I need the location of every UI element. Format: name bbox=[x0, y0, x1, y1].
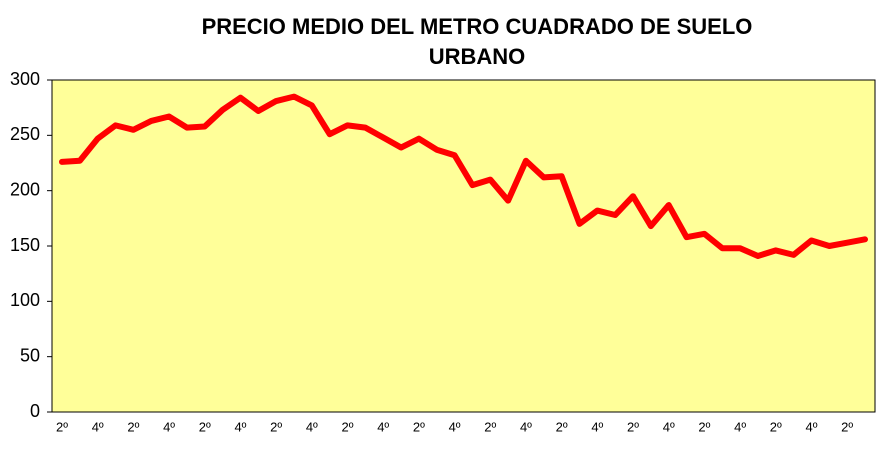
y-tick-label: 50 bbox=[20, 345, 40, 365]
x-tick-label: 2º bbox=[841, 419, 853, 434]
y-tick-label: 100 bbox=[10, 290, 40, 310]
line bbox=[59, 93, 868, 259]
x-tick-label: 2º bbox=[270, 419, 282, 434]
x-tick-label: 2º bbox=[556, 419, 568, 434]
x-tick-label: 4º bbox=[377, 419, 389, 434]
x-tick-label: 2º bbox=[770, 419, 782, 434]
x-tick-label: 2º bbox=[199, 419, 211, 434]
x-tick-label: 4º bbox=[306, 419, 318, 434]
x-tick-label: 2º bbox=[342, 419, 354, 434]
x-tick-label: 2º bbox=[413, 419, 425, 434]
x-tick-label: 4º bbox=[805, 419, 817, 434]
x-tick-label: 4º bbox=[234, 419, 246, 434]
x-tick-label: 4º bbox=[591, 419, 603, 434]
chart-title: PRECIO MEDIO DEL METRO CUADRADO DE SUELO bbox=[202, 14, 753, 39]
x-tick-label: 4º bbox=[734, 419, 746, 434]
x-tick-label: 4º bbox=[449, 419, 461, 434]
x-tick-label: 4º bbox=[663, 419, 675, 434]
x-tick-label: 2º bbox=[127, 419, 139, 434]
y-tick-label: 150 bbox=[10, 235, 40, 255]
x-tick-label: 2º bbox=[56, 419, 68, 434]
x-tick-label: 2º bbox=[698, 419, 710, 434]
y-tick-label: 0 bbox=[30, 401, 40, 421]
y-tick-label: 250 bbox=[10, 124, 40, 144]
x-tick-label: 2º bbox=[484, 419, 496, 434]
plot-area bbox=[51, 79, 876, 413]
x-tick-label: 4º bbox=[520, 419, 532, 434]
x-tick-label: 4º bbox=[163, 419, 175, 434]
chart-title: URBANO bbox=[429, 44, 526, 69]
y-tick-label: 200 bbox=[10, 179, 40, 199]
x-tick-label: 2º bbox=[627, 419, 639, 434]
y-tick-label: 300 bbox=[10, 69, 40, 89]
x-tick-label: 4º bbox=[92, 419, 104, 434]
